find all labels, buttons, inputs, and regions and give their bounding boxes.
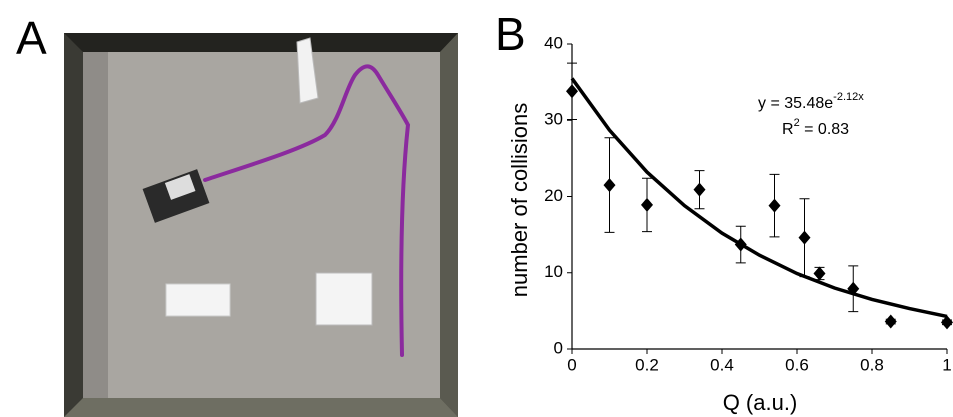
x-tick-label: 0.4 xyxy=(710,355,734,374)
frame-bevel xyxy=(64,398,458,417)
x-tick-label: 0.2 xyxy=(635,355,659,374)
arena-floor xyxy=(83,52,440,398)
r-squared: R2 = 0.83 xyxy=(782,117,849,138)
r-squared-sup: 2 xyxy=(794,117,800,129)
data-point xyxy=(693,182,706,197)
arena-photo xyxy=(64,33,458,417)
data-point xyxy=(813,266,826,281)
x-tick-label: 0 xyxy=(567,355,576,374)
data-point xyxy=(798,230,811,245)
frame-bevel xyxy=(440,33,458,417)
r-squared-text: R xyxy=(782,121,794,138)
panel-label: A xyxy=(16,12,47,64)
equation: y = 35.48e-2.12x xyxy=(758,91,864,112)
data-point xyxy=(566,84,578,99)
frame-bevel xyxy=(64,33,458,52)
x-tick-label: 0.6 xyxy=(785,355,809,374)
y-tick-label: 30 xyxy=(544,110,563,129)
box xyxy=(165,283,231,317)
box xyxy=(315,272,373,326)
x-axis-label: Q (a.u.) xyxy=(723,390,798,415)
fit-curve xyxy=(570,77,948,319)
y-tick-label: 10 xyxy=(544,262,563,281)
data-point xyxy=(603,178,616,193)
equation-exponent: -2.12x xyxy=(833,91,864,103)
x-tick-label: 0.8 xyxy=(860,355,884,374)
box xyxy=(296,37,319,104)
x-tick-label: 1 xyxy=(942,355,951,374)
data-point xyxy=(641,197,653,212)
floor-shadow xyxy=(83,52,108,398)
data-point xyxy=(884,314,897,329)
data-point xyxy=(941,315,953,330)
data-point xyxy=(768,198,781,213)
equation-text: y = 35.48e xyxy=(758,95,833,112)
panel-label: B xyxy=(495,8,526,60)
robot-path xyxy=(203,64,411,357)
y-tick-label: 40 xyxy=(544,33,563,52)
y-tick-label: 20 xyxy=(544,186,563,205)
r-squared-value: = 0.83 xyxy=(800,121,849,138)
y-axis-label: number of collisions xyxy=(507,103,532,297)
robot xyxy=(142,169,210,223)
y-tick-label: 0 xyxy=(554,338,563,357)
